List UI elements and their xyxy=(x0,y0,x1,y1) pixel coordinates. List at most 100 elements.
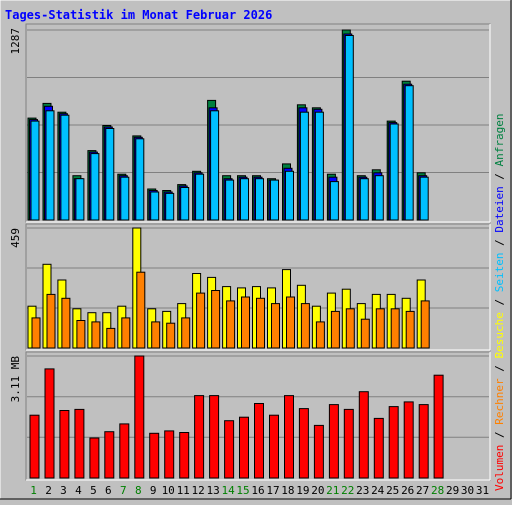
bar-seiten-day-25 xyxy=(389,123,399,221)
bar-rechner-day-13 xyxy=(211,290,221,349)
day-label-6: 6 xyxy=(105,484,112,497)
bar-rechner-day-10 xyxy=(166,322,176,349)
bar-volumen-day-15 xyxy=(239,416,249,479)
bar-volumen-day-26 xyxy=(403,401,414,479)
day-label-27: 27 xyxy=(416,484,429,497)
bar-volumen-day-28 xyxy=(433,374,444,479)
bar-volumen-day-1 xyxy=(29,414,40,479)
bar-seiten-day-20 xyxy=(314,111,324,221)
panel-middle: 459 xyxy=(9,223,491,351)
bar-volumen-day-16 xyxy=(254,403,264,479)
day-label-15: 15 xyxy=(236,484,249,497)
bar-seiten-day-3 xyxy=(60,114,70,221)
bar-seiten-day-18 xyxy=(285,170,294,221)
legend-rechner: Rechner xyxy=(493,378,506,425)
bar-volumen-day-6 xyxy=(104,431,115,479)
bar-rechner-day-24 xyxy=(375,308,385,349)
day-label-28: 28 xyxy=(431,484,444,497)
bar-seiten-day-12 xyxy=(195,173,205,221)
bar-volumen-day-20 xyxy=(313,424,324,479)
bar-rechner-day-6 xyxy=(106,327,116,349)
bar-seiten-day-7 xyxy=(120,176,130,221)
legend-separator: / xyxy=(493,292,506,312)
day-label-13: 13 xyxy=(206,484,219,497)
day-label-20: 20 xyxy=(311,484,324,497)
panel-top: 1287 xyxy=(9,23,491,223)
bar-seiten-day-9 xyxy=(150,191,160,221)
bar-volumen-day-9 xyxy=(149,432,160,479)
bar-volumen-day-23 xyxy=(358,391,369,479)
bar-volumen-day-17 xyxy=(269,414,279,479)
bar-rechner-day-1 xyxy=(31,317,41,349)
bar-seiten-day-6 xyxy=(105,128,115,221)
chart-title: Tages-Statistik im Monat Februar 2026 xyxy=(5,8,272,22)
bar-volumen-day-5 xyxy=(89,437,100,479)
legend-besuche: Besuche xyxy=(493,312,506,358)
legend-separator: / xyxy=(493,233,506,253)
day-label-21: 21 xyxy=(326,484,339,497)
bar-rechner-day-5 xyxy=(91,321,101,349)
day-label-25: 25 xyxy=(386,484,399,497)
bar-volumen-day-12 xyxy=(194,395,205,479)
day-label-9: 9 xyxy=(150,484,157,497)
bar-seiten-day-22 xyxy=(344,35,354,221)
bar-volumen-day-4 xyxy=(74,408,85,479)
y-max-label: 459 xyxy=(9,228,22,248)
day-label-5: 5 xyxy=(90,484,97,497)
bar-rechner-day-15 xyxy=(241,296,250,349)
bar-seiten-day-15 xyxy=(240,178,249,221)
legend-dateien: Dateien xyxy=(493,186,506,232)
day-label-19: 19 xyxy=(296,484,309,497)
bar-seiten-day-24 xyxy=(374,175,384,221)
bar-volumen-day-25 xyxy=(388,406,399,479)
bar-rechner-day-25 xyxy=(390,308,400,349)
day-label-17: 17 xyxy=(266,484,279,497)
bar-volumen-day-3 xyxy=(59,410,70,479)
panel-bottom: 3.11 MB xyxy=(9,351,491,481)
bar-volumen-day-7 xyxy=(119,423,130,479)
bar-rechner-day-27 xyxy=(420,300,430,349)
series-seiten xyxy=(30,35,429,221)
bar-rechner-day-11 xyxy=(181,317,191,349)
bar-seiten-day-4 xyxy=(75,178,85,221)
bar-rechner-day-21 xyxy=(330,310,340,349)
day-label-1: 1 xyxy=(30,484,37,497)
bar-seiten-day-2 xyxy=(45,110,55,221)
bar-seiten-day-10 xyxy=(165,192,175,221)
bar-seiten-day-14 xyxy=(225,179,235,221)
day-label-8: 8 xyxy=(135,484,142,497)
day-label-30: 30 xyxy=(461,484,474,497)
legend-separator: / xyxy=(493,166,506,186)
chart-panels: 1287 459 3.11 MB xyxy=(9,23,491,481)
bar-seiten-day-23 xyxy=(359,178,369,221)
bar-rechner-day-17 xyxy=(271,303,280,349)
day-label-14: 14 xyxy=(221,484,235,497)
bar-rechner-day-4 xyxy=(76,320,86,349)
day-label-24: 24 xyxy=(371,484,385,497)
day-label-31: 31 xyxy=(476,484,489,497)
bar-seiten-day-19 xyxy=(299,111,309,221)
series-rechner xyxy=(31,271,430,349)
bar-volumen-day-21 xyxy=(328,404,339,479)
bar-seiten-day-21 xyxy=(329,181,339,221)
bar-seiten-day-17 xyxy=(270,179,279,221)
day-label-3: 3 xyxy=(60,484,67,497)
bar-rechner-day-18 xyxy=(286,296,295,349)
bar-rechner-day-14 xyxy=(226,300,236,349)
bar-volumen-day-22 xyxy=(343,408,354,479)
bar-volumen-day-14 xyxy=(224,420,235,479)
day-label-12: 12 xyxy=(191,484,204,497)
day-label-23: 23 xyxy=(356,484,369,497)
day-label-22: 22 xyxy=(341,484,354,497)
bar-seiten-day-8 xyxy=(135,138,145,221)
bar-volumen-day-18 xyxy=(284,395,294,479)
legend-seiten: Seiten xyxy=(493,253,506,293)
bar-seiten-day-1 xyxy=(30,120,40,221)
bar-rechner-day-8 xyxy=(136,271,146,349)
series-volumen xyxy=(29,355,444,479)
bar-rechner-day-9 xyxy=(151,321,161,349)
legend-separator: / xyxy=(493,359,506,379)
day-label-10: 10 xyxy=(162,484,175,497)
